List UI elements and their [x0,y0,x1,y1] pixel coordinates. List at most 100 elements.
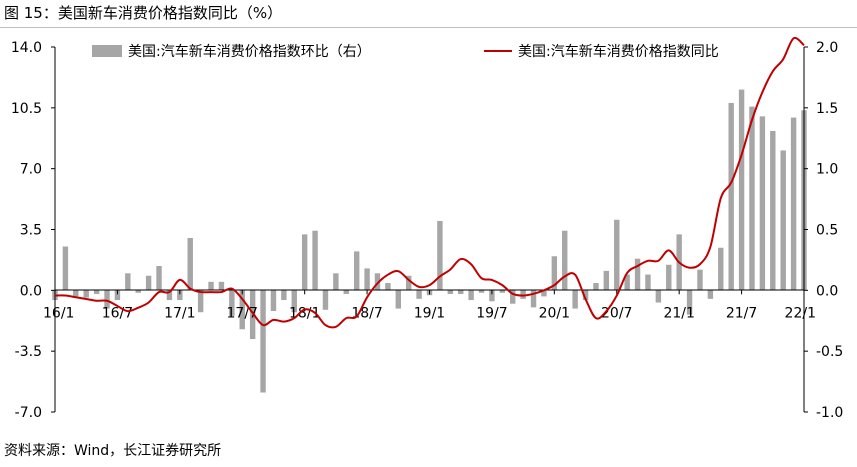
bar-mom-2021-09 [759,116,766,291]
bar-mom-2018-12 [416,290,422,299]
bar-mom-2018-07 [364,268,370,291]
bar-mom-2020-06 [603,270,610,291]
bar-mom-2021-11 [780,150,786,291]
bar-mom-2018-10 [395,290,401,309]
left-tick-label: 7.0 [20,162,42,178]
right-tick-label: -1.0 [816,405,843,421]
x-tick-label: 21/7 [726,305,757,321]
bar-mom-2018-02 [312,230,318,291]
bar-mom-2019-06 [478,290,485,293]
x-tick-label: 20/1 [539,305,570,321]
bar-mom-2021-06 [728,102,734,291]
bar-mom-2016-10 [145,275,152,291]
right-tick-label: -0.5 [816,344,843,360]
right-tick-label: 0.0 [816,283,838,299]
bar-mom-2019-11 [530,290,537,308]
left-tick-label: 14.0 [11,40,42,56]
bar-mom-2017-07 [239,290,245,330]
bar-mom-2016-05 [93,290,100,294]
bar-mom-2021-08 [749,106,755,291]
bar-mom-2019-05 [468,290,474,301]
bar-mom-2019-08 [499,290,506,293]
x-tick-label: 16/7 [102,305,133,321]
bar-mom-2016-12 [166,290,173,301]
bar-mom-2016-04 [83,290,89,298]
bar-mom-2020-03 [572,290,578,309]
bar-mom-2018-01 [301,234,308,291]
bar-mom-2017-09 [260,290,266,393]
left-tick-label: -7.0 [15,405,42,421]
bar-mom-2020-12 [666,264,672,291]
x-tick-label: 19/1 [414,305,445,321]
figure-title: 图 15：美国新车消费价格指数同比（%） [4,4,283,22]
bar-mom-2018-03 [322,290,329,310]
bar-mom-2020-09 [634,258,641,291]
bar-mom-2018-08 [374,273,381,291]
right-tick-label: 1.0 [816,162,838,178]
bar-mom-2017-03 [197,290,204,313]
bar-mom-2020-10 [645,274,651,291]
bar-mom-2020-05 [593,283,599,291]
bar-mom-2017-11 [281,290,287,301]
right-y-axis-ticks: -1.0 -0.5 0.0 0.5 1.0 1.5 2.0 [804,40,843,421]
right-tick-label: 0.5 [816,223,838,239]
bar-mom-2020-04 [582,290,589,301]
bar-mom-2019-12 [541,290,547,297]
bar-mom-2020-01 [551,256,558,291]
bar-mom-2019-04 [458,290,464,294]
bar-mom-2021-04 [707,290,714,299]
bar-mom-2016-07 [114,290,121,301]
legend-bar-swatch [92,45,122,57]
left-y-axis-ticks: -7.0 -3.5 0.0 3.5 7.0 10.5 14.0 [11,40,55,421]
bar-mom-2016-02 [62,246,69,291]
x-tick-label: 22/1 [785,305,816,321]
bar-mom-2016-08 [125,273,131,291]
bar-mom-2018-09 [385,283,391,291]
bar-mom-2020-08 [624,274,630,291]
legend-line-label: 美国:汽车新车消费价格指数同比 [518,43,719,60]
bar-mom-2016-06 [104,290,110,309]
x-tick-label: 16/1 [43,305,74,321]
bar-mom-2016-11 [156,266,162,291]
bar-mom-2018-04 [333,273,339,291]
bar-mom-2021-05 [718,247,724,291]
right-tick-label: 2.0 [816,40,838,56]
bar-mom-2017-10 [270,290,277,312]
legend: 美国:汽车新车消费价格指数环比（右） 美国:汽车新车消费价格指数同比 [92,43,719,60]
bar-mom-2017-05 [218,281,225,291]
x-tick-label: 21/1 [663,305,694,321]
bar-mom-2018-05 [343,290,349,294]
bar-mom-2021-07 [738,89,745,291]
bar-mom-2018-06 [353,251,360,291]
source-note: 资料来源：Wind，长江证券研究所 [4,443,222,459]
bar-mom-2017-02 [187,238,193,291]
bar-series-mom [52,89,807,393]
chart: -7.0 -3.5 0.0 3.5 7.0 10.5 14.0 -1.0 -0.5 0.0 0.5… [11,36,843,421]
left-tick-label: 10.5 [11,101,42,117]
title-divider [0,27,857,28]
left-tick-label: -3.5 [15,344,42,360]
bar-mom-2017-12 [291,290,297,313]
bar-mom-2021-03 [697,269,703,291]
axes [54,47,805,412]
bar-mom-2016-03 [73,290,79,297]
bar-mom-2017-04 [208,281,214,291]
left-tick-label: 0.0 [20,283,42,299]
bar-mom-2019-09 [510,290,516,304]
bar-mom-2017-01 [177,290,183,301]
bar-mom-2016-09 [135,290,141,293]
bar-mom-2021-10 [770,130,776,291]
bar-mom-2019-03 [447,290,454,294]
x-tick-label: 18/7 [351,305,382,321]
bar-mom-2020-02 [562,230,568,291]
left-tick-label: 3.5 [20,223,42,239]
bar-mom-2020-07 [614,219,620,291]
bar-mom-2021-02 [686,290,693,315]
bar-mom-2020-11 [655,290,662,303]
x-tick-label: 17/1 [164,305,195,321]
bar-mom-2019-02 [437,220,443,291]
bar-mom-2019-07 [489,290,495,302]
legend-bar-label: 美国:汽车新车消费价格指数环比（右） [128,43,371,60]
bar-mom-2017-06 [229,290,235,316]
right-tick-label: 1.5 [816,101,838,117]
